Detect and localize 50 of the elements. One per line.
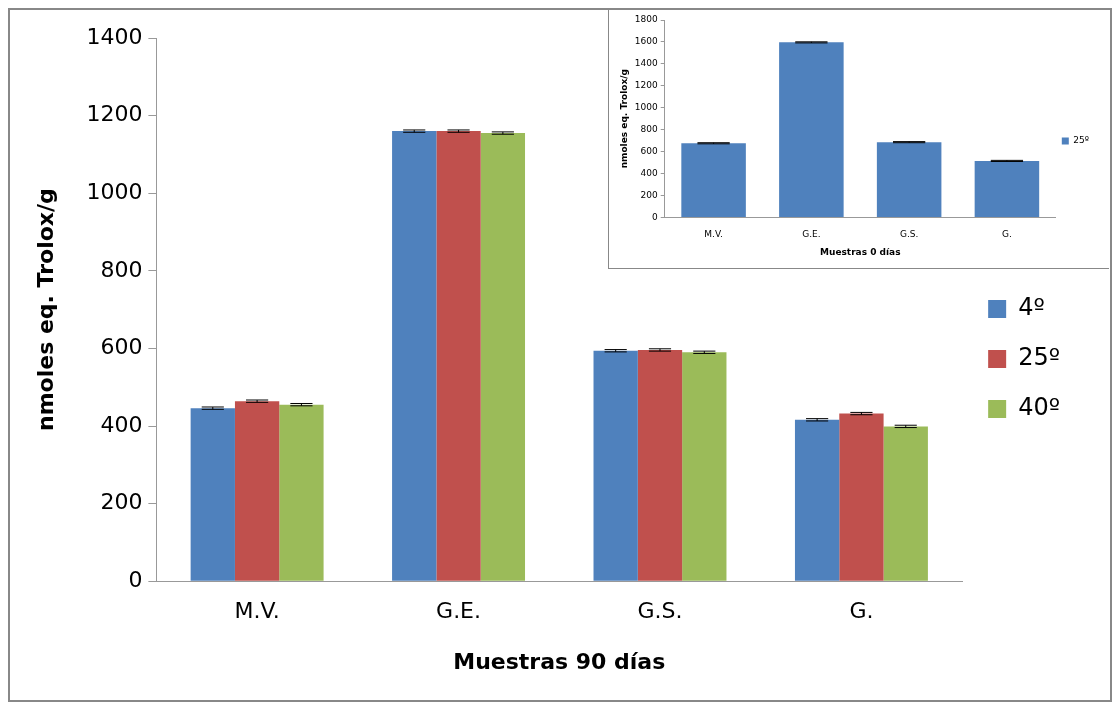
bar — [794, 419, 840, 581]
bar — [883, 426, 928, 581]
bar — [682, 352, 727, 581]
y-tick-label: 1600 — [634, 36, 658, 47]
legend-label: 25º — [1073, 135, 1090, 146]
y-tick-label: 800 — [100, 256, 143, 282]
x-tick-label: G.S. — [637, 598, 683, 624]
y-axis-title: nmoles eq. Trolox/g — [618, 69, 629, 169]
y-tick-label: 1000 — [634, 102, 658, 113]
y-tick-label: 600 — [640, 145, 658, 156]
x-tick-label: G.E. — [802, 229, 821, 240]
y-tick-label: 1200 — [86, 101, 143, 127]
x-tick-label: M.V. — [234, 598, 280, 624]
y-tick-label: 1400 — [86, 23, 143, 49]
y-axis-title: nmoles eq. Trolox/g — [32, 188, 58, 431]
y-tick-label: 0 — [128, 566, 143, 592]
x-tick-label: G. — [849, 598, 874, 624]
y-tick-label: 600 — [100, 334, 143, 360]
x-tick-label: G.S. — [899, 229, 919, 240]
x-axis-title: Muestras 90 días — [453, 648, 666, 674]
bar — [681, 143, 746, 217]
bar — [392, 131, 437, 581]
bar — [279, 404, 324, 581]
x-tick-label: G.E. — [436, 598, 482, 624]
bar — [974, 160, 1040, 217]
y-tick-label: 400 — [100, 411, 143, 437]
bar — [234, 401, 280, 581]
y-tick-label: 1000 — [86, 178, 143, 204]
legend-label: 25º — [1018, 343, 1061, 372]
bar — [839, 413, 884, 581]
y-tick-label: 1800 — [634, 14, 658, 25]
bar — [593, 350, 638, 581]
y-tick-label: 1200 — [634, 80, 658, 91]
x-tick-label: G. — [1002, 229, 1012, 240]
bar — [190, 408, 235, 581]
bar — [876, 142, 942, 217]
x-tick-label: M.V. — [704, 229, 723, 240]
y-tick-label: 400 — [640, 167, 658, 178]
y-tick-label: 200 — [100, 489, 143, 515]
y-tick-label: 200 — [640, 189, 658, 200]
bar — [436, 131, 481, 581]
legend-label: 40º — [1018, 393, 1061, 422]
bar — [637, 349, 683, 581]
bar — [480, 133, 526, 581]
x-axis-title: Muestras 0 días — [820, 246, 901, 257]
legend-label: 4º — [1018, 293, 1045, 322]
y-tick-label: 1400 — [634, 58, 658, 69]
y-tick-label: 800 — [640, 124, 658, 135]
bar — [779, 42, 844, 217]
y-tick-label: 0 — [651, 211, 658, 222]
